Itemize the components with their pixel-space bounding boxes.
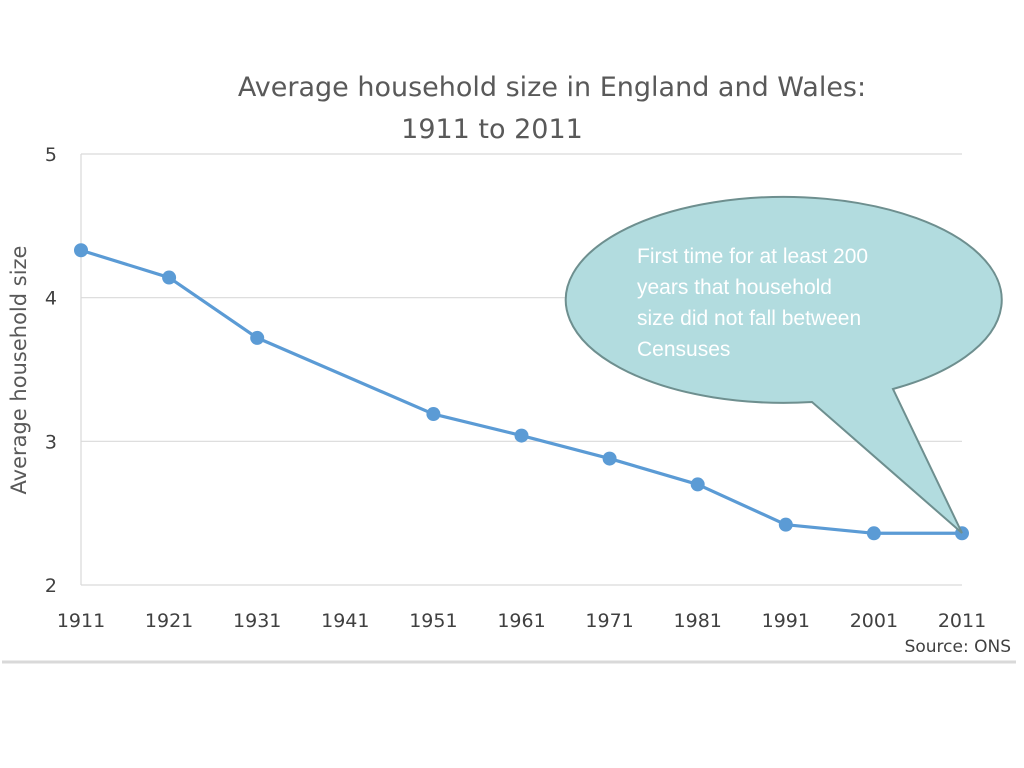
data-point-1921 bbox=[162, 270, 177, 285]
chart-title-line-1: Average household size in England and Wa… bbox=[238, 72, 866, 103]
y-tick-label: 5 bbox=[45, 144, 57, 166]
data-points bbox=[74, 243, 969, 541]
data-point-1911 bbox=[74, 243, 88, 258]
chart-title-line-2: 1911 to 2011 bbox=[401, 114, 583, 145]
callout-text-line-2: years that household bbox=[637, 276, 832, 299]
y-axis-label: Average household size bbox=[7, 246, 31, 495]
x-tick-label: 1921 bbox=[145, 610, 193, 632]
x-tick-label: 2001 bbox=[850, 610, 898, 632]
x-tick-label: 1931 bbox=[233, 610, 281, 632]
data-point-1961 bbox=[514, 428, 529, 443]
x-tick-label: 1951 bbox=[409, 610, 457, 632]
x-tick-label: 2011 bbox=[938, 610, 986, 632]
x-tick-label: 1991 bbox=[762, 610, 810, 632]
data-point-1991 bbox=[778, 517, 793, 532]
data-point-1981 bbox=[690, 477, 705, 492]
y-tick-label: 2 bbox=[45, 575, 57, 597]
y-tick-labels: 2 3 4 5 bbox=[45, 144, 57, 597]
data-point-1931 bbox=[250, 330, 265, 345]
y-tick-label: 4 bbox=[45, 288, 57, 310]
callout-text-line-1: First time for at least 200 bbox=[637, 245, 868, 268]
source-label: Source: ONS bbox=[905, 637, 1011, 657]
x-tick-label: 1971 bbox=[585, 610, 633, 632]
series-line-group bbox=[80, 248, 962, 535]
y-tick-label: 3 bbox=[45, 431, 57, 453]
x-tick-label: 1911 bbox=[57, 610, 105, 632]
callout-bubble: First time for at least 200 years that h… bbox=[564, 195, 1003, 534]
series-line bbox=[80, 248, 962, 535]
x-tick-label: 1981 bbox=[674, 610, 722, 632]
data-point-1971 bbox=[602, 451, 617, 466]
data-point-1951 bbox=[426, 407, 441, 422]
x-tick-labels: 1911 1921 1931 1941 1951 1961 1971 1981 1991 2001… bbox=[57, 610, 986, 632]
callout-text-line-3: size did not fall between bbox=[637, 307, 861, 330]
x-tick-label: 1961 bbox=[497, 610, 545, 632]
data-point-2001 bbox=[866, 526, 881, 541]
callout-shape bbox=[564, 195, 1003, 534]
x-tick-label: 1941 bbox=[321, 610, 369, 632]
callout-text-line-4: Censuses bbox=[637, 338, 730, 361]
